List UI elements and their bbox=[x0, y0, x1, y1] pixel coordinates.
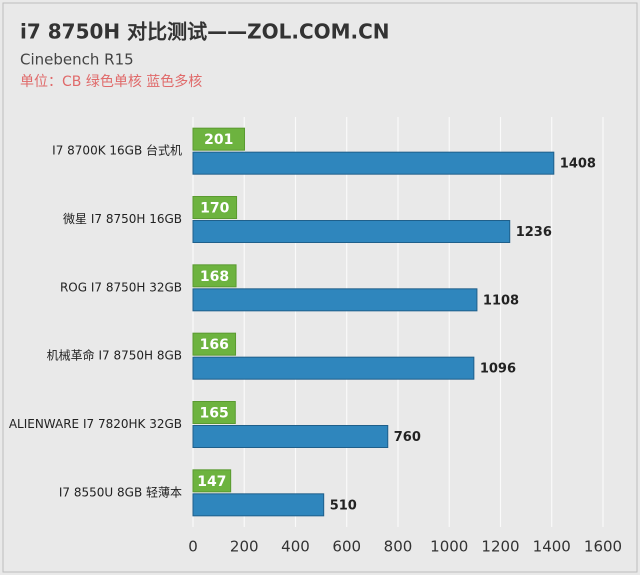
bar bbox=[192, 356, 475, 380]
bar bbox=[192, 425, 389, 448]
x-tick-label: 400 bbox=[281, 538, 310, 556]
chart-subtitle: Cinebench R15 bbox=[20, 51, 134, 69]
value-label: 147 bbox=[197, 474, 226, 490]
value-label: 201 bbox=[204, 132, 233, 148]
y-tick-label: I7 8550U 8GB 轻薄本 bbox=[59, 484, 182, 499]
bar bbox=[192, 220, 511, 243]
x-tick-label: 1200 bbox=[481, 538, 519, 556]
bar bbox=[192, 196, 238, 219]
y-tick-label: I7 8700K 16GB 台式机 bbox=[52, 143, 182, 158]
x-tick-label: 0 bbox=[188, 538, 198, 556]
value-label: 760 bbox=[394, 430, 421, 445]
value-label: 168 bbox=[200, 269, 229, 285]
y-tick-label: 微星 I7 8750H 16GB bbox=[63, 212, 182, 226]
chart-title: i7 8750H 对比测试——ZOL.COM.CN bbox=[20, 20, 390, 44]
bar bbox=[192, 151, 555, 175]
x-tick-label: 600 bbox=[332, 538, 361, 556]
bar bbox=[192, 493, 325, 517]
x-tick-label: 1400 bbox=[533, 538, 571, 556]
bar bbox=[192, 469, 232, 493]
y-tick-label: ALIENWARE I7 7820HK 32GB bbox=[9, 417, 182, 431]
y-tick-label: 机械革命 I7 8750H 8GB bbox=[47, 348, 182, 363]
bar bbox=[192, 288, 478, 312]
bar bbox=[192, 127, 246, 151]
value-label: 170 bbox=[200, 201, 229, 217]
value-label: 510 bbox=[330, 498, 357, 513]
value-label: 1236 bbox=[516, 225, 552, 240]
x-tick-label: 800 bbox=[384, 538, 413, 556]
bar bbox=[192, 332, 237, 356]
value-label: 1096 bbox=[480, 362, 516, 377]
value-label: 1408 bbox=[560, 157, 596, 172]
chart-note: 单位：CB 绿色单核 蓝色多核 bbox=[20, 73, 202, 90]
x-tick-label: 1600 bbox=[584, 538, 622, 556]
bar bbox=[192, 401, 236, 424]
x-tick-label: 1000 bbox=[430, 538, 468, 556]
value-label: 166 bbox=[200, 337, 229, 353]
x-tick-label: 200 bbox=[230, 538, 259, 556]
y-tick-label: ROG I7 8750H 32GB bbox=[60, 280, 182, 294]
value-label: 165 bbox=[200, 406, 229, 422]
value-label: 1108 bbox=[483, 293, 519, 308]
bar bbox=[192, 264, 237, 288]
